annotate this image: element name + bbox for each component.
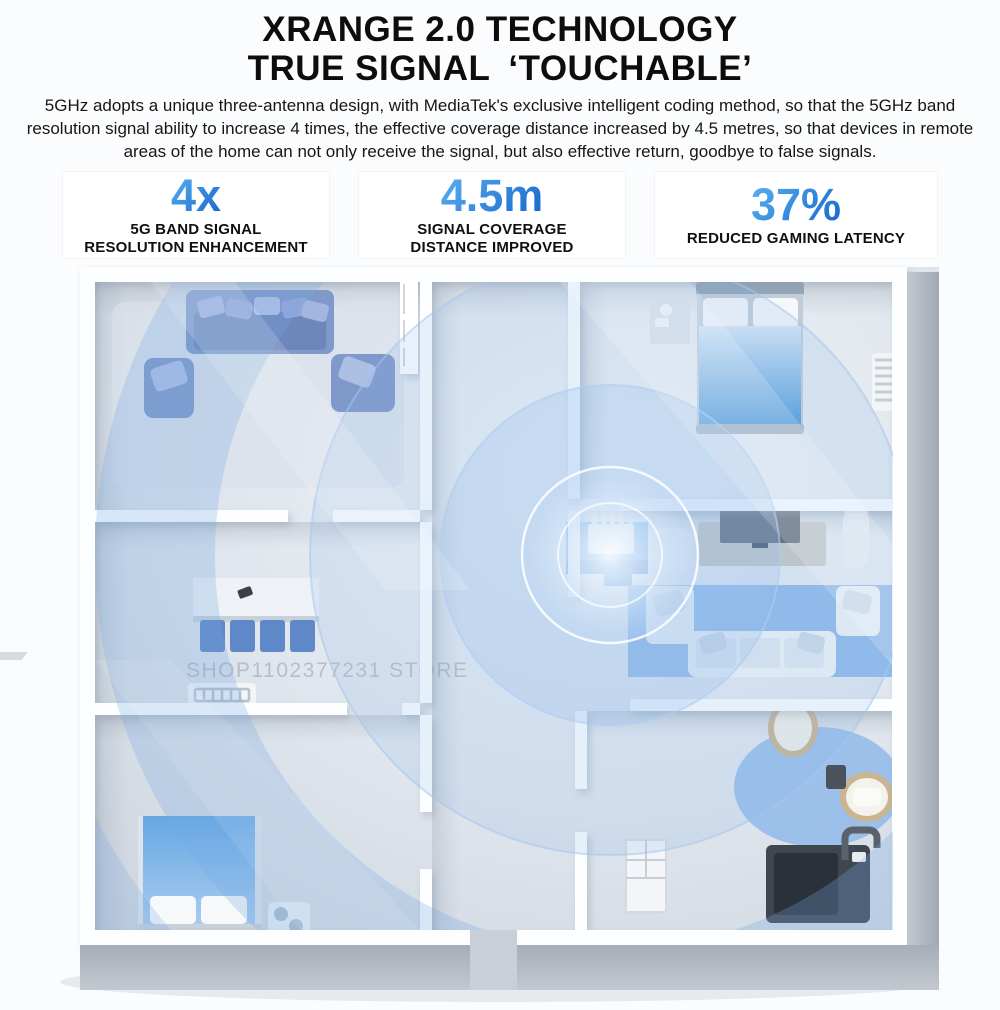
title-line-1: XRANGE 2.0 TECHNOLOGY	[262, 10, 738, 49]
stat-card-resolution: 4x 5G BAND SIGNAL RESOLUTION ENHANCEMENT	[63, 169, 329, 259]
stat-value: 4.5m	[440, 169, 544, 221]
radiator	[872, 353, 896, 412]
bed	[696, 282, 804, 435]
description-text: 5GHz adopts a unique three-antenna desig…	[26, 96, 974, 161]
router-glow	[520, 465, 700, 645]
floorplan-illustration: SHOP1102377231 STORE	[0, 267, 940, 1003]
floorplan-section: SHOP1102377231 STORE	[0, 260, 1000, 1010]
stat-value: 4x	[170, 169, 222, 221]
dining-table	[193, 578, 319, 621]
watermark-text: SHOP1102377231 STORE	[186, 659, 469, 682]
stat-card-latency: 37% REDUCED GAMING LATENCY	[655, 172, 937, 259]
stat-card-coverage: 4.5m SIGNAL COVERAGE DISTANCE IMPROVED	[359, 169, 625, 259]
tv	[720, 507, 800, 544]
table-item	[237, 586, 253, 599]
wall-side-faces	[80, 272, 939, 991]
stats-row: 4x 5G BAND SIGNAL RESOLUTION ENHANCEMENT…	[0, 169, 1000, 259]
entry-door	[400, 276, 418, 375]
signal-rings	[95, 282, 893, 931]
armchair	[144, 358, 194, 419]
title-line-2: TRUE SIGNAL ‘TOUCHABLE’	[247, 49, 753, 89]
living-room	[112, 290, 404, 489]
nightstand	[268, 902, 310, 939]
stat-value: 37%	[750, 179, 842, 231]
armchair	[836, 586, 880, 637]
bedroom-master	[650, 282, 896, 435]
stat-label: 5G BAND SIGNAL RESOLUTION ENHANCEMENT	[84, 220, 308, 257]
sofa-white	[688, 631, 836, 678]
dining-chairs	[200, 620, 315, 653]
treadmill	[766, 826, 881, 924]
light-streaks	[95, 282, 893, 931]
nightstand	[650, 298, 690, 345]
side-table	[826, 765, 846, 790]
page-title: XRANGE 2.0 TECHNOLOGY TRUE SIGNAL ‘TOUCH…	[0, 10, 1000, 88]
chair-shadows	[0, 652, 28, 661]
entrance-floor	[470, 930, 517, 991]
stat-label: SIGNAL COVERAGE DISTANCE IMPROVED	[410, 220, 574, 257]
walls	[80, 267, 907, 946]
tv-console	[698, 507, 826, 567]
recreation-room	[625, 699, 902, 924]
stat-label: REDUCED GAMING LATENCY	[686, 230, 906, 248]
wicker-chair	[840, 772, 894, 823]
header: XRANGE 2.0 TECHNOLOGY TRUE SIGNAL ‘TOUCH…	[0, 0, 1000, 163]
sofa	[186, 290, 334, 355]
